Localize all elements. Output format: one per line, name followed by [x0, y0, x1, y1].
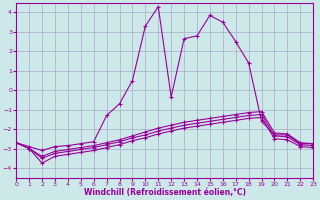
X-axis label: Windchill (Refroidissement éolien,°C): Windchill (Refroidissement éolien,°C) [84, 188, 246, 197]
